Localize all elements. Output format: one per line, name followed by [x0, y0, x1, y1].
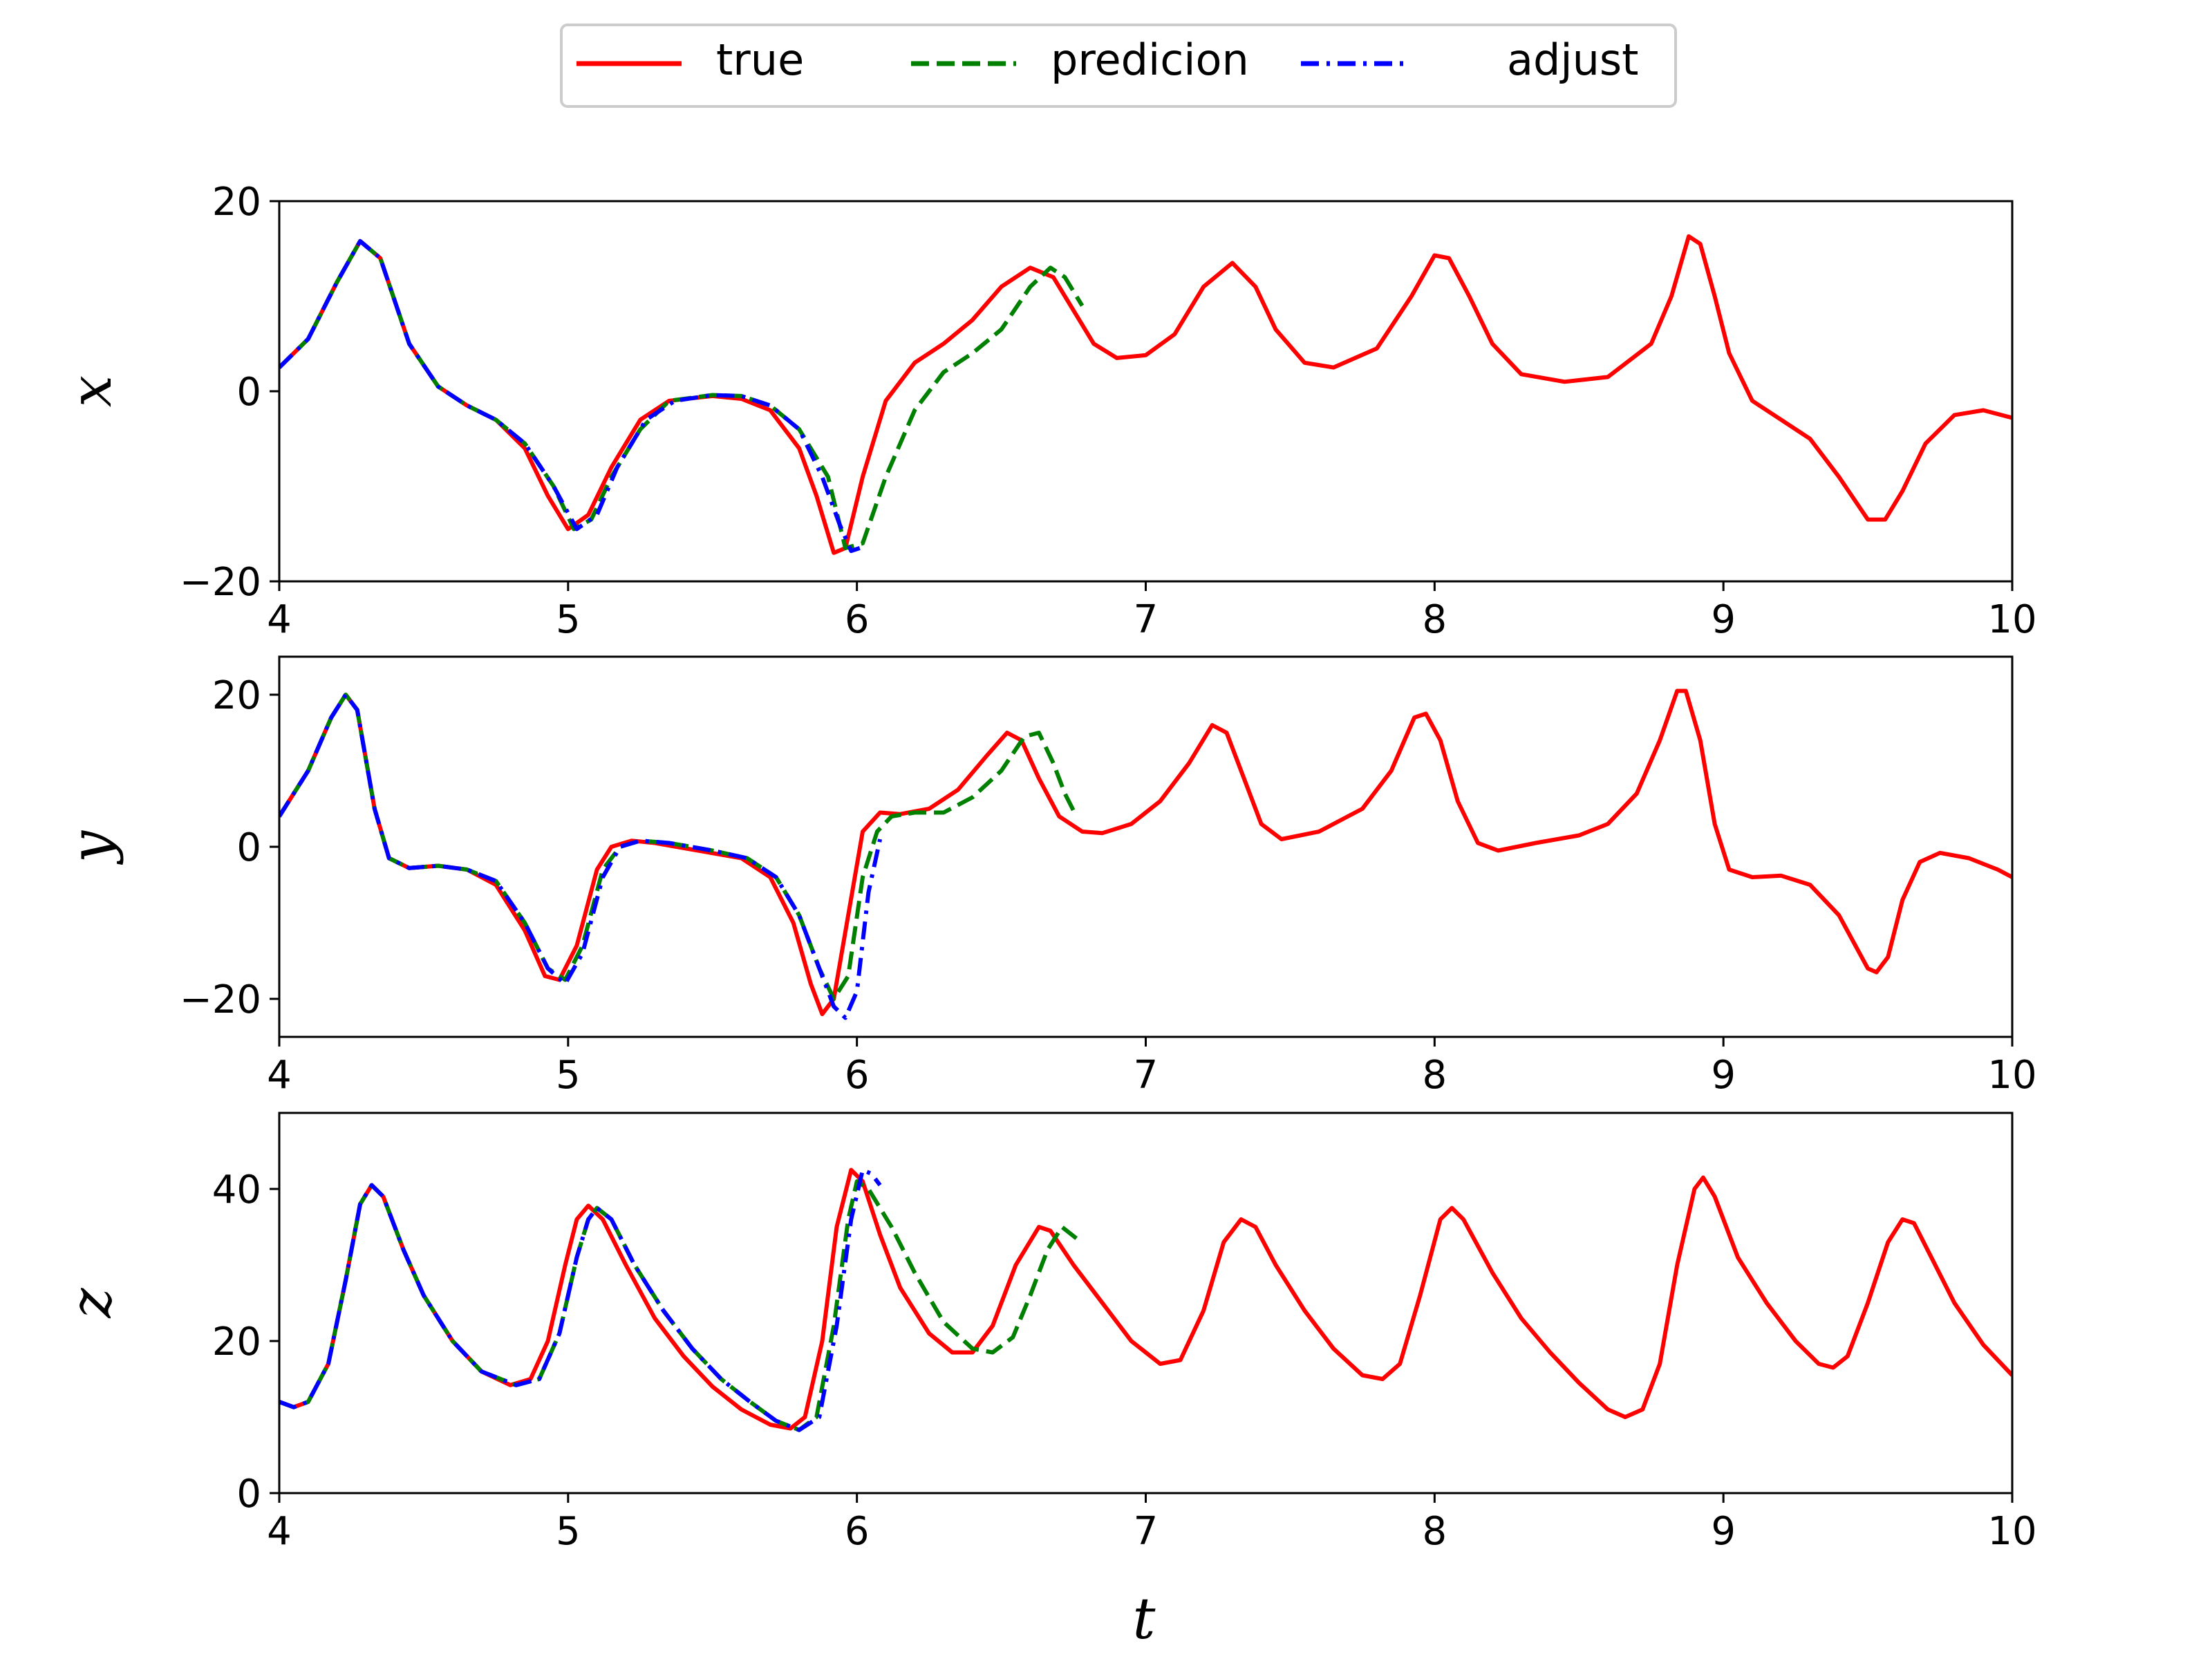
legend-label-predicion: predicion [1051, 35, 1249, 85]
x-tick-label: 9 [1711, 597, 1736, 642]
y-tick-label: 20 [212, 180, 261, 225]
plot-frame [278, 1112, 2014, 1494]
legend: true predicion adjust [560, 24, 1677, 108]
legend-label-true: true [716, 35, 804, 85]
y-tick-label: 0 [236, 1472, 261, 1517]
x-tick-label: 7 [1134, 597, 1159, 642]
subplots: 4 5 6 7 8 9 10 −20 0 20 x 4 5 6 7 8 9 10 −20 0 20 y 4 5 6 7 8 9 10 0 2… [59, 180, 2037, 1554]
y-tick-label: 20 [212, 1320, 261, 1365]
series-group [279, 688, 2012, 1020]
series-predicion-line [279, 1179, 1078, 1432]
x-tick-label: 8 [1423, 597, 1447, 642]
plot-frame [278, 200, 2014, 583]
x-tick-label: 7 [1134, 1509, 1159, 1554]
x-tick-label: 7 [1134, 1053, 1159, 1098]
x-tick-label: 10 [1987, 1053, 2036, 1098]
x-tick-label: 5 [556, 597, 581, 642]
y-tick-label: 20 [212, 673, 261, 718]
x-tick-label: 8 [1423, 1053, 1447, 1098]
y-axis-label-y: y [59, 830, 124, 865]
x-tick-label: 4 [267, 1509, 292, 1554]
x-tick-label: 10 [1987, 597, 2036, 642]
subplot-y: 4 5 6 7 8 9 10 −20 0 20 y [59, 655, 2037, 1098]
y-axis-label-x: x [59, 375, 124, 407]
y-tick-label: −20 [180, 560, 261, 605]
series-group [279, 234, 2012, 555]
series-true-line [279, 234, 2012, 555]
x-tick-label: 5 [556, 1053, 581, 1098]
series-adjust-line [279, 238, 861, 553]
series-true-line [279, 688, 2012, 1016]
x-tick-label: 6 [845, 1053, 870, 1098]
y-tick-label: 40 [212, 1168, 261, 1212]
legend-label-adjust: adjust [1507, 35, 1638, 85]
series-adjust-line [279, 1168, 882, 1432]
series-group [279, 1168, 2012, 1432]
series-predicion-line [279, 238, 1085, 550]
series-true-line [279, 1168, 2012, 1431]
series-predicion-line [279, 693, 1078, 1001]
legend-frame [560, 24, 1677, 108]
plot-frame [278, 655, 2014, 1038]
x-tick-label: 6 [845, 597, 870, 642]
x-tick-label: 10 [1987, 1509, 2036, 1554]
subplot-x: 4 5 6 7 8 9 10 −20 0 20 x [59, 180, 2037, 642]
x-tick-label: 5 [556, 1509, 581, 1554]
y-axis-label-z: z [59, 1288, 124, 1319]
y-tick-label: 0 [236, 825, 261, 870]
y-tick-label: −20 [180, 977, 261, 1022]
x-tick-label: 4 [267, 1053, 292, 1098]
x-tick-label: 9 [1711, 1053, 1736, 1098]
subplot-z: 4 5 6 7 8 9 10 0 20 40 z [59, 1112, 2037, 1554]
x-tick-label: 6 [845, 1509, 870, 1554]
series-adjust-line [279, 693, 883, 1020]
x-tick-label: 9 [1711, 1509, 1736, 1554]
y-tick-label: 0 [236, 370, 261, 415]
x-tick-label: 4 [267, 597, 292, 642]
x-axis-label: t [1133, 1586, 1156, 1652]
x-tick-label: 8 [1423, 1509, 1447, 1554]
